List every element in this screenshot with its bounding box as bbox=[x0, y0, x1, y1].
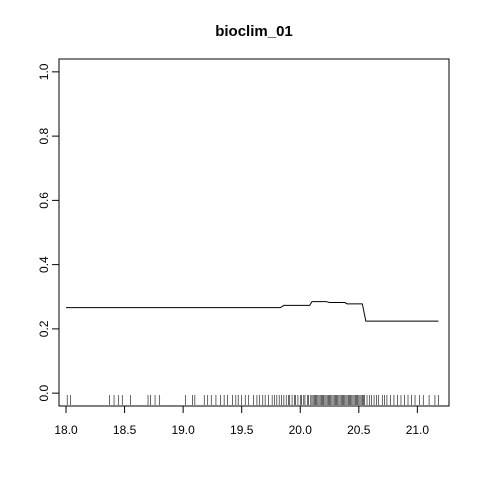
y-tick-label: 0.6 bbox=[37, 192, 51, 209]
chart-title: bioclim_01 bbox=[215, 23, 293, 40]
plot-frame bbox=[58, 58, 450, 407]
x-tick-label: 19.0 bbox=[171, 423, 195, 437]
y-axis: 0.0 0.2 0.4 0.6 0.8 1.0 bbox=[37, 63, 60, 401]
x-tick-label: 21.0 bbox=[406, 423, 430, 437]
rug-marks bbox=[66, 395, 439, 405]
series-line bbox=[66, 301, 439, 322]
x-axis: 18.0 18.5 19.0 19.5 20.0 20.5 21.0 bbox=[54, 405, 430, 437]
y-tick-label: 0.4 bbox=[37, 256, 51, 273]
y-tick-label: 0.2 bbox=[37, 320, 51, 337]
y-tick-label: 0.8 bbox=[37, 127, 51, 144]
y-tick-label: 1.0 bbox=[37, 63, 51, 80]
x-tick-label: 20.0 bbox=[289, 423, 313, 437]
x-tick-label: 20.5 bbox=[347, 423, 371, 437]
y-tick-label: 0.0 bbox=[37, 384, 51, 401]
x-tick-label: 18.0 bbox=[54, 423, 78, 437]
x-tick-label: 19.5 bbox=[230, 423, 254, 437]
x-tick-label: 18.5 bbox=[113, 423, 137, 437]
